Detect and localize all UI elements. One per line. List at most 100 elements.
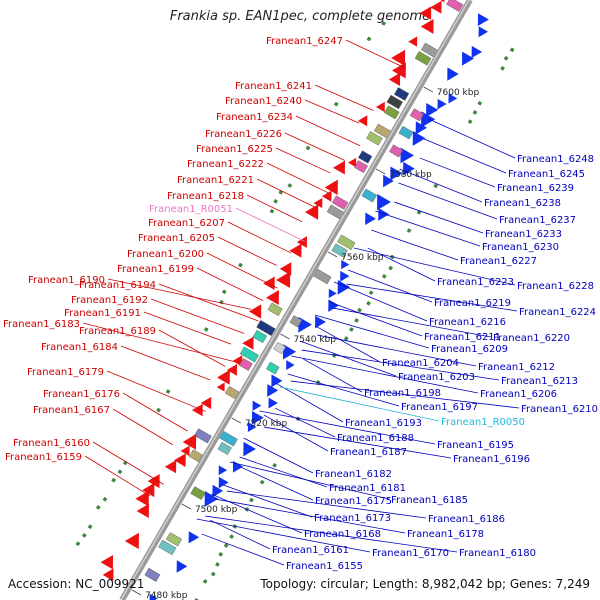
marker-dot [349, 327, 354, 332]
marker-dot [509, 47, 515, 53]
marker-dot [343, 336, 349, 341]
left-gene-label: Franean1_6207 [148, 218, 225, 229]
minus-strand-gene [251, 410, 264, 425]
gene-callouts-layer: Franean1_6247 Franean1_6241 Franean1_6240 F… [3, 36, 598, 572]
minus-strand-gene [268, 397, 278, 409]
plus-strand-gene [135, 490, 149, 507]
left-leader-line [284, 132, 345, 161]
feature-box [446, 0, 464, 12]
left-leader-line [314, 84, 374, 111]
marker-dot [165, 389, 171, 394]
plus-strand-gene [313, 197, 323, 209]
marker-dot [203, 327, 209, 332]
right-gene-label: Franean1_6237 [499, 215, 576, 226]
left-leader-line [227, 221, 292, 254]
minus-strand-gene [252, 400, 262, 411]
right-leader-line [226, 490, 427, 519]
right-gene-label: Franean1_6195 [437, 440, 514, 451]
right-leader-line [301, 349, 500, 381]
tick-mark [375, 168, 386, 175]
minus-strand-gene [298, 316, 312, 333]
minus-strand-gene [212, 484, 224, 498]
kbp-ticks-layer: 7600 kbp 7580 kbp 7560 kbp 7540 kbp 7520 kbp… [131, 86, 480, 600]
left-leader-line [120, 345, 211, 381]
plus-strand-gene [296, 236, 307, 248]
feature-box [190, 486, 206, 500]
right-gene-label: Franean1_6228 [517, 281, 594, 292]
plus-strand-gene [333, 160, 346, 175]
right-gene-label: Franean1_6212 [478, 362, 555, 373]
marker-dot [477, 100, 483, 106]
left-gene-label: Franean1_6184 [41, 342, 118, 353]
minus-strand-gene [448, 93, 458, 104]
right-leader-line [290, 380, 520, 409]
marker-dot [229, 534, 234, 539]
minus-strand-gene [477, 13, 489, 26]
right-leader-line [346, 283, 518, 312]
minus-strand-gene [286, 360, 295, 370]
left-leader-line [158, 329, 226, 367]
minus-strand-gene [421, 111, 436, 128]
right-gene-label: Franean1_6170 [372, 548, 449, 559]
tick-mark [280, 333, 290, 340]
plus-strand-gene [419, 6, 432, 20]
right-leader-line [329, 301, 423, 337]
feature-box [358, 150, 373, 164]
plus-strand-gene [357, 115, 368, 127]
marker-dot [388, 265, 393, 271]
right-gene-label: Franean1_6182 [315, 469, 392, 480]
genome-backbone [119, 0, 473, 600]
left-leader-line [112, 408, 173, 446]
marker-dot [366, 300, 371, 306]
tick-mark [131, 589, 142, 596]
right-leader-line [332, 307, 492, 338]
right-gene-label: Franean1_6206 [480, 389, 557, 400]
marker-dot [333, 101, 339, 107]
right-gene-label: Franean1_6227 [460, 256, 537, 267]
marker-dot [305, 145, 311, 151]
left-leader-line [266, 162, 332, 195]
plus-strand-gene [391, 49, 406, 66]
left-gene-label: Franean1_6234 [216, 112, 293, 123]
left-gene-label: Franean1_6247 [266, 36, 343, 47]
tick-mark [181, 503, 192, 510]
left-gene-label: Franean1_6176 [43, 389, 120, 400]
right-leader-line [215, 498, 406, 534]
marker-dot [433, 183, 439, 189]
marker-dot [156, 407, 161, 413]
right-leader-line [423, 138, 507, 174]
marker-dot [223, 543, 229, 548]
plus-strand-gene [102, 568, 114, 582]
right-gene-label: Franean1_6181 [329, 483, 406, 494]
right-gene-label: Franean1_6219 [434, 298, 511, 309]
feature-box [361, 188, 377, 203]
plus-strand-gene [324, 179, 338, 195]
minus-strand-gene [271, 374, 283, 388]
marker-dot [210, 571, 216, 577]
feature-box [394, 87, 410, 101]
feature-box [354, 160, 368, 174]
left-gene-label: Franean1_6159 [5, 452, 82, 463]
minus-strand-gene [267, 384, 279, 397]
plus-strand-gene [289, 243, 302, 258]
right-gene-label: Franean1_6197 [401, 402, 478, 413]
marker-dot [500, 66, 505, 71]
plus-strand-gene [182, 434, 197, 450]
right-gene-label: Franean1_6198 [364, 388, 441, 399]
left-leader-line [246, 194, 303, 223]
left-gene-label: Franean1_6191 [64, 308, 141, 319]
feature-box [239, 346, 259, 363]
right-leader-line [419, 157, 496, 188]
right-leader-line [259, 410, 436, 445]
right-leader-line [315, 325, 381, 363]
plus-strand-gene [216, 369, 230, 385]
plus-strand-gene [248, 304, 262, 319]
right-leader-line [347, 269, 433, 303]
right-gene-label: Franean1_6220 [493, 333, 570, 344]
right-gene-label: Franean1_6230 [482, 242, 559, 253]
plus-strand-gene [192, 403, 203, 417]
marker-dot [503, 56, 509, 61]
right-leader-line [243, 437, 314, 474]
left-gene-label: Franean1_6199 [117, 264, 194, 275]
